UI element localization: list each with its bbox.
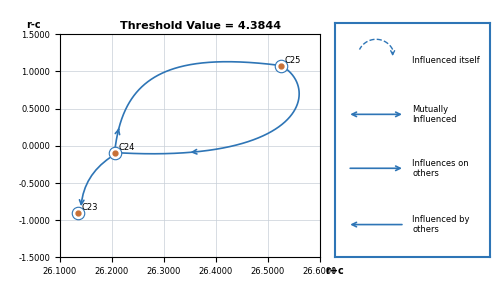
Text: r-c: r-c [26,20,41,30]
Text: Threshold Value = 4.3844: Threshold Value = 4.3844 [120,21,281,31]
Text: Influenced by
others: Influenced by others [412,215,470,234]
Text: C24: C24 [118,143,134,152]
Text: C25: C25 [284,55,301,65]
Text: C23: C23 [82,203,98,212]
Text: Influences on
others: Influences on others [412,158,469,178]
Text: Mutually
Influenced: Mutually Influenced [412,105,457,124]
Text: Influenced itself: Influenced itself [412,56,480,65]
Text: r+c: r+c [325,266,344,276]
